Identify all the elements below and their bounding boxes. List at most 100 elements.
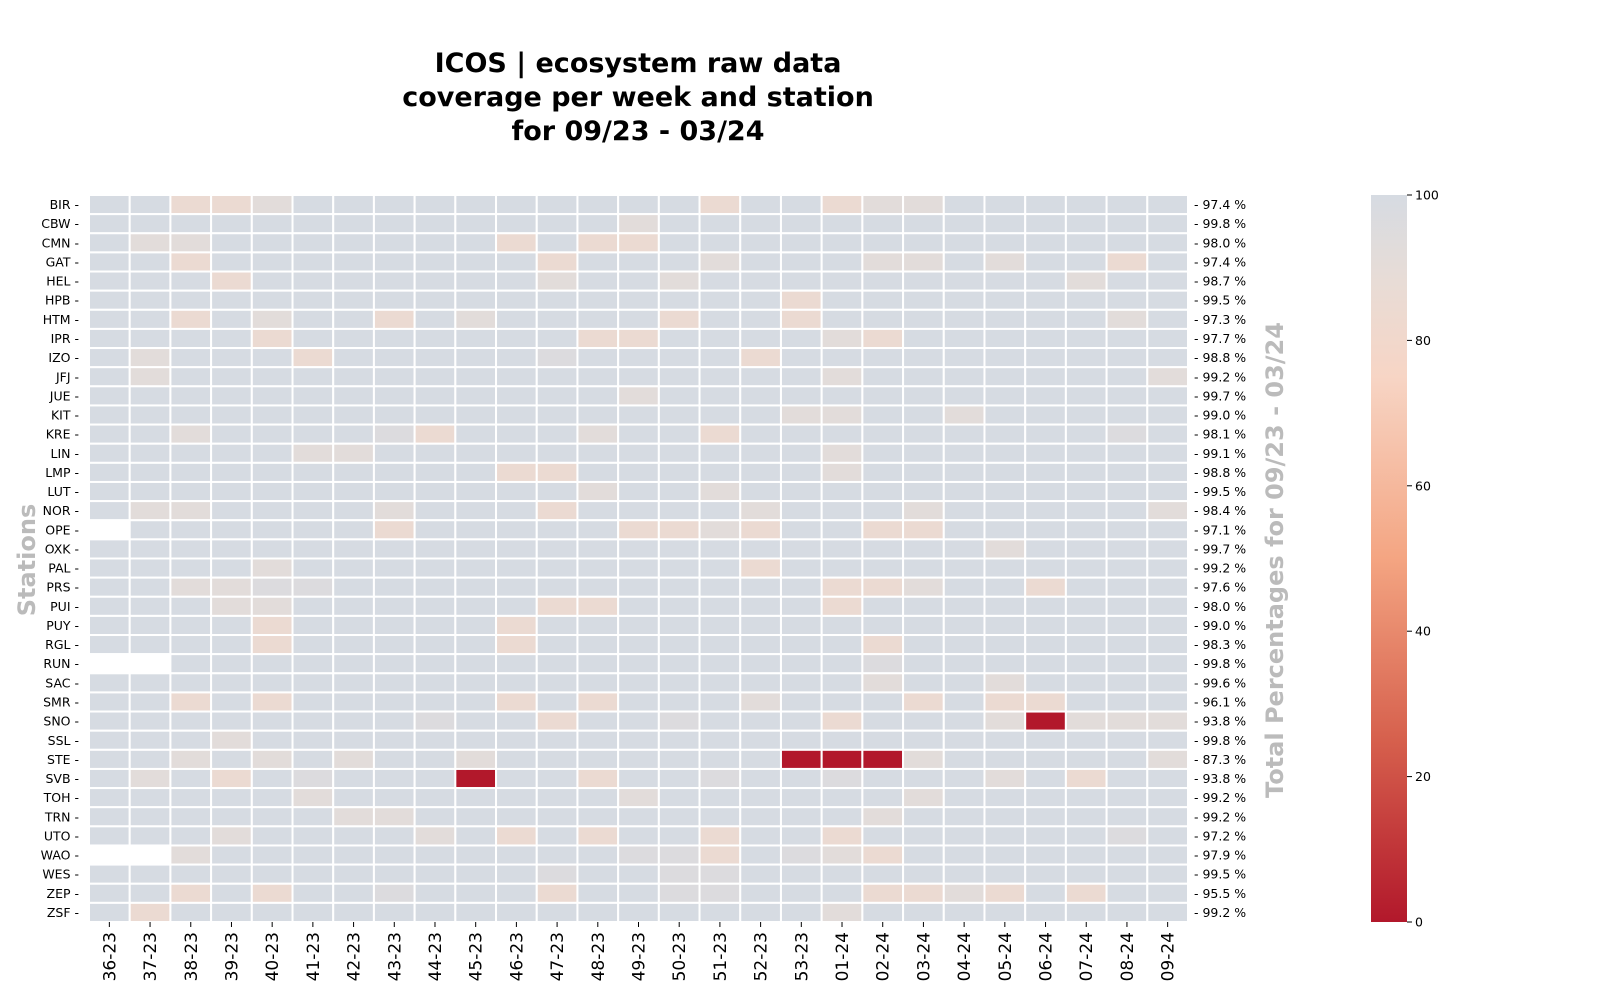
heatmap-cell (495, 576, 538, 598)
heatmap-cell (576, 308, 620, 330)
heatmap-cell (576, 500, 620, 522)
heatmap-cell (495, 595, 538, 617)
heatmap-cell (372, 385, 416, 407)
heatmap-cell (698, 461, 742, 483)
heatmap-cell (1146, 232, 1189, 254)
heatmap-cell (495, 901, 538, 923)
heatmap-cell (210, 634, 253, 656)
heatmap-cell (902, 308, 945, 330)
heatmap-cell (739, 385, 782, 407)
heatmap-cell (983, 385, 1027, 407)
heatmap-cell (1064, 787, 1108, 809)
heatmap-cell (169, 576, 213, 598)
heatmap-cell (210, 538, 253, 560)
heatmap-cell (657, 748, 701, 770)
heatmap-cell (861, 366, 905, 388)
heatmap-cell (1064, 672, 1108, 694)
heatmap-cell (983, 863, 1027, 885)
heatmap-cell (698, 557, 742, 579)
heatmap-cell (1024, 844, 1067, 866)
heatmap-cell (535, 213, 579, 235)
total-percentage-label: - 93.8 % (1194, 771, 1246, 786)
heatmap-cell (210, 729, 253, 751)
heatmap-cell (372, 806, 416, 828)
heatmap-cell (657, 289, 701, 311)
total-percentage-label: - 99.1 % (1194, 446, 1246, 461)
week-label: 43-23 (385, 932, 405, 981)
heatmap-cell (332, 634, 375, 656)
heatmap-cell (495, 863, 538, 885)
heatmap-cell (902, 863, 945, 885)
station-label: RUN - (43, 656, 79, 671)
heatmap-cell (1146, 787, 1189, 809)
total-percentage-label: - 97.9 % (1194, 848, 1246, 863)
heatmap-cell (779, 863, 823, 885)
heatmap-cell (1146, 347, 1189, 369)
heatmap-cell (942, 729, 986, 751)
heatmap-cell (983, 289, 1027, 311)
heatmap-cell (372, 500, 416, 522)
heatmap-cell (698, 251, 742, 273)
chart-title-line-3: for 09/23 - 03/24 (511, 116, 764, 147)
heatmap-cell (861, 614, 905, 637)
heatmap-cell (942, 691, 986, 713)
heatmap-cell (169, 327, 213, 350)
heatmap-cell (698, 901, 742, 923)
heatmap-cell (413, 519, 457, 541)
heatmap-cell (942, 557, 986, 579)
heatmap-cell (1024, 289, 1067, 311)
heatmap-cell (250, 825, 294, 847)
heatmap-cell (617, 251, 660, 273)
heatmap-cell (983, 882, 1027, 904)
heatmap-cell (739, 767, 782, 790)
heatmap-cell (495, 232, 538, 254)
total-percentage-label: - 99.2 % (1194, 790, 1246, 805)
heatmap-cell (169, 232, 213, 254)
heatmap-cell (535, 442, 579, 464)
heatmap-cell (902, 901, 945, 923)
heatmap-cell (820, 366, 864, 388)
heatmap-cell (902, 213, 945, 235)
heatmap-cell (169, 270, 213, 292)
heatmap-cell (169, 863, 213, 885)
heatmap-cell (169, 557, 213, 579)
heatmap-cell (1146, 557, 1189, 579)
heatmap-cell (1064, 442, 1108, 464)
heatmap-cell (332, 308, 375, 330)
heatmap-cell (128, 251, 172, 273)
heatmap-cell (657, 729, 701, 751)
heatmap-cell (698, 748, 742, 770)
heatmap-cell (983, 538, 1027, 560)
station-label: SNO - (43, 714, 79, 729)
heatmap-cell (372, 691, 416, 713)
heatmap-cell (454, 194, 498, 216)
heatmap-cell (1024, 595, 1067, 617)
heatmap-cell (657, 634, 701, 656)
heatmap-cell (576, 289, 620, 311)
heatmap-cell (820, 748, 864, 770)
heatmap-cell (820, 672, 864, 694)
heatmap-cell (1024, 194, 1067, 216)
heatmap-cell (291, 748, 335, 770)
heatmap-cell (1024, 614, 1067, 637)
heatmap-cell (820, 634, 864, 656)
heatmap-cell (657, 270, 701, 292)
heatmap-cell (657, 347, 701, 369)
heatmap-cell (454, 347, 498, 369)
station-label: CBW - (41, 216, 79, 231)
station-label: LMP - (45, 465, 79, 480)
heatmap-cell (861, 653, 905, 675)
heatmap-cell (372, 767, 416, 790)
heatmap-cell (535, 347, 579, 369)
heatmap-cell (820, 404, 864, 426)
week-label: 50-23 (670, 932, 690, 981)
heatmap-cell (861, 194, 905, 216)
heatmap-cell (372, 194, 416, 216)
heatmap-cell (779, 844, 823, 866)
heatmap-cell (902, 442, 945, 464)
heatmap-cell (372, 480, 416, 503)
total-percentage-label: - 99.0 % (1194, 408, 1246, 423)
heatmap-cell (861, 806, 905, 828)
total-percentage-label: - 99.5 % (1194, 293, 1246, 308)
heatmap-cell (983, 748, 1027, 770)
